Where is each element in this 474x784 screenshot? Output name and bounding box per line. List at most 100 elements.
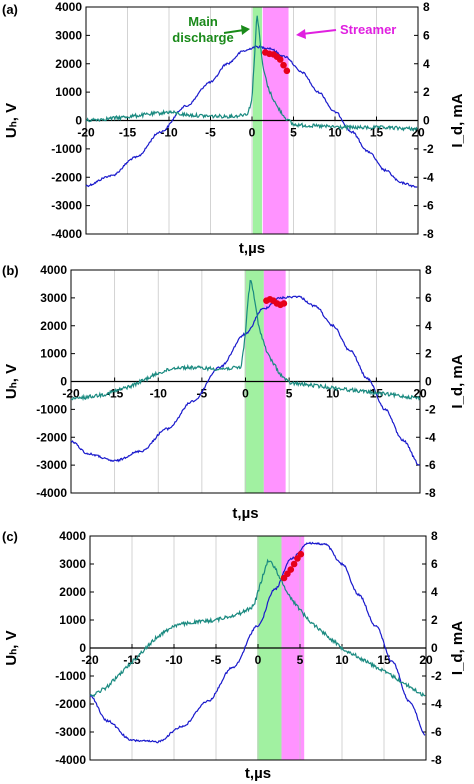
- tick-label-y-left: -3000: [36, 458, 67, 472]
- tick-label-y-left: 3000: [40, 291, 67, 305]
- tick-label-y-right: 2: [431, 613, 438, 627]
- tick-label-x: -15: [123, 653, 141, 667]
- panel-label: (c): [2, 529, 18, 544]
- tick-label-y-left: -1000: [36, 402, 67, 416]
- tick-label-y-left: 4000: [55, 0, 82, 14]
- tick-label-y-left: -4000: [55, 753, 86, 767]
- tick-label-y-right: -6: [431, 725, 442, 739]
- tick-label-x: -5: [205, 126, 216, 140]
- tick-label-x: 5: [297, 653, 304, 667]
- tick-label-y-left: -2000: [36, 430, 67, 444]
- tick-label-y-right: 2: [423, 85, 430, 99]
- tick-label-y-right: -6: [425, 458, 436, 472]
- tick-label-x: 5: [290, 126, 297, 140]
- arrow-main-discharge: [223, 29, 245, 34]
- x-axis-label: t,µs: [245, 765, 271, 782]
- tick-label-y-right: 8: [423, 0, 430, 14]
- tick-label-y-right: -8: [425, 486, 436, 500]
- tick-label-y-right: -8: [431, 753, 442, 767]
- tick-label-x: 20: [411, 126, 425, 140]
- annotation-streamer: Streamer: [340, 22, 396, 37]
- x-axis-label: t,µs: [239, 240, 265, 257]
- tick-label-x: -10: [150, 387, 168, 401]
- streamer-point: [287, 566, 295, 573]
- tick-label-y-left: 0: [79, 641, 86, 655]
- tick-label-y-left: 2000: [40, 319, 67, 333]
- arrow-streamer: [301, 29, 337, 35]
- tick-label-x: 5: [286, 387, 293, 401]
- streamer-point: [280, 61, 287, 69]
- y-axis-label-right: I_d, mA: [449, 93, 466, 147]
- tick-label-y-left: 2000: [59, 585, 86, 599]
- streamer-point: [290, 560, 298, 568]
- tick-label-y-left: -1000: [55, 669, 86, 683]
- tick-label-x: 15: [377, 653, 391, 667]
- tick-label-y-left: 3000: [59, 557, 86, 571]
- y-axis-label-left: Uₕ, V: [3, 630, 20, 665]
- tick-label-y-right: 6: [425, 291, 432, 305]
- y-axis-label-left: Uₕ, V: [3, 364, 20, 399]
- series-id-current: [89, 558, 426, 698]
- streamer-point: [283, 67, 291, 75]
- tick-label-y-right: 6: [423, 28, 430, 42]
- tick-label-y-right: 4: [431, 585, 438, 599]
- tick-label-y-right: -6: [423, 199, 434, 213]
- tick-label-y-left: 0: [60, 375, 67, 389]
- chart-panel-3: -4000 -3000 -2000 -1000 0 10 0 0 2000 3000 4000 -8 -…: [2, 529, 466, 782]
- tick-label-x: -20: [77, 126, 95, 140]
- tick-label-y-left: -3000: [55, 725, 86, 739]
- annotation-main-discharge: Main: [188, 14, 218, 29]
- tick-label-y-left: 0: [75, 114, 82, 128]
- tick-label-y-right: -2: [425, 402, 436, 416]
- annotation-main-discharge: discharge: [172, 30, 233, 45]
- tick-label-y-right: -2: [423, 142, 434, 156]
- series-uh-voltage: [85, 45, 418, 188]
- tick-label-y-right: -2: [431, 669, 442, 683]
- tick-label-y-right: 0: [431, 641, 438, 655]
- tick-label-y-left: 4000: [59, 529, 86, 543]
- tick-label-y-right: 8: [431, 529, 438, 543]
- tick-label-x: 10: [335, 653, 349, 667]
- tick-label-y-right: -4: [425, 430, 436, 444]
- tick-label-y-right: 4: [423, 57, 430, 71]
- tick-label-y-right: -4: [423, 170, 434, 184]
- streamer-point: [297, 550, 305, 558]
- tick-label-x: -20: [81, 653, 99, 667]
- panel-label: (a): [2, 2, 18, 17]
- series-uh-voltage: [89, 541, 426, 744]
- tick-label-x: -5: [211, 653, 222, 667]
- tick-label-y-left: -1000: [51, 142, 82, 156]
- tick-label-y-left: -4000: [36, 486, 67, 500]
- tick-label-y-right: 4: [425, 319, 432, 333]
- tick-label-y-left: 4000: [40, 263, 67, 277]
- series-id-current: [85, 15, 418, 132]
- tick-label-x: 20: [419, 653, 433, 667]
- tick-label-y-left: -2000: [51, 170, 82, 184]
- tick-label-y-right: 2: [425, 347, 432, 361]
- tick-label-x: 20: [413, 387, 427, 401]
- arrow-head-streamer: [296, 29, 306, 39]
- series-id-current: [70, 279, 421, 402]
- tick-label-y-left: 3000: [55, 28, 82, 42]
- tick-label-x: -10: [160, 126, 178, 140]
- tick-label-y-right: -4: [431, 697, 442, 711]
- tick-label-x: 0: [255, 653, 262, 667]
- tick-label-y-right: 0: [425, 375, 432, 389]
- tick-label-x: 10: [328, 126, 342, 140]
- tick-label-x: 0: [242, 387, 249, 401]
- tick-label-y-left: 1000: [40, 347, 67, 361]
- tick-label-y-right: 6: [431, 557, 438, 571]
- streamer-point: [276, 56, 284, 63]
- tick-label-y-left: -2000: [55, 697, 86, 711]
- tick-label-y-right: -8: [423, 227, 434, 241]
- tick-label-y-left: -4000: [51, 227, 82, 241]
- tick-label-y-left: 1000: [55, 85, 82, 99]
- x-axis-label: t,µs: [232, 505, 258, 522]
- tick-label-y-left: -3000: [51, 199, 82, 213]
- tick-label-x: -15: [119, 126, 137, 140]
- tick-label-y-right: 8: [425, 263, 432, 277]
- tick-label-y-right: 0: [423, 114, 430, 128]
- y-axis-label-right: I_d, mA: [449, 354, 466, 408]
- chart-panel-2: -4000-3000-2000-100001000200030004000-8-…: [2, 263, 466, 522]
